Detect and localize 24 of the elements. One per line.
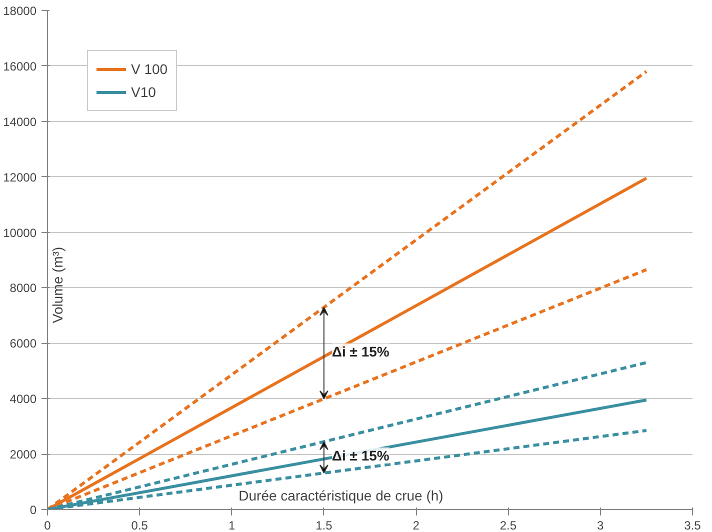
x-tick-label: 0 bbox=[44, 518, 52, 532]
y-tick-label: 2000 bbox=[10, 448, 37, 462]
y-tick-label: 18000 bbox=[3, 4, 37, 18]
x-tick-label: 3.5 bbox=[684, 518, 702, 532]
y-tick-label: 16000 bbox=[3, 59, 37, 74]
x-tick-label: 0.5 bbox=[131, 518, 148, 532]
x-tick-label: 1.5 bbox=[316, 518, 333, 532]
x-tick-label: 2 bbox=[412, 518, 420, 532]
y-tick-label: 10000 bbox=[3, 226, 37, 240]
x-tick-label: 3 bbox=[597, 518, 604, 532]
y-tick-label: 4000 bbox=[10, 392, 37, 406]
legend-label: V10 bbox=[131, 84, 156, 100]
annotation: Δi ± 15% bbox=[332, 343, 390, 360]
legend-label: V 100 bbox=[131, 61, 168, 77]
y-tick-label: 12000 bbox=[3, 170, 37, 184]
x-tick-label: 1 bbox=[228, 518, 236, 532]
y-tick-label: 6000 bbox=[10, 336, 37, 351]
y-tick-label: 0 bbox=[30, 503, 37, 517]
annotation: Δi ± 15% bbox=[332, 447, 390, 464]
x-tick-label: 2.5 bbox=[500, 518, 517, 532]
y-tick-label: 8000 bbox=[10, 281, 37, 296]
x-axis-title: Durée caractéristique de crue (h) bbox=[238, 488, 444, 504]
y-tick-label: 14000 bbox=[3, 114, 37, 129]
y-axis-title: Volume (m³) bbox=[50, 246, 66, 324]
